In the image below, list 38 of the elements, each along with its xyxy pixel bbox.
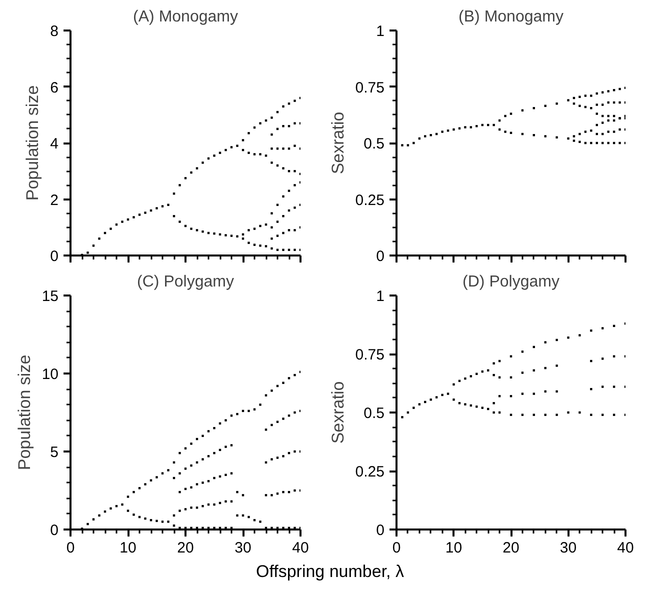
y-axis-title: Population size [23,85,42,201]
y-tick-label: 0 [376,248,384,265]
x-tick-label: 20 [502,540,520,556]
y-tick-label: 0.25 [355,464,385,480]
x-axis-title: Offspring number, λ [256,561,404,583]
chart-title: (A) Monogamy [133,8,238,26]
chart-title: (C) Polygamy [137,274,234,290]
x-tick-label: 0 [392,540,401,556]
x-tick-label: 40 [292,540,309,556]
x-tick-label: 10 [120,540,136,556]
y-tick-label: 1 [376,288,384,305]
y-tick-label: 0.5 [364,136,385,152]
y-tick-label: 1 [376,23,384,40]
y-tick-label: 10 [42,366,59,383]
y-tick-label: 15 [42,288,59,305]
chart-title: (D) Polygamy [462,274,560,290]
x-tick-label: 20 [177,540,194,556]
y-tick-label: 0.75 [355,346,385,364]
x-tick-label: 10 [445,540,462,556]
y-tick-label: 2 [50,192,58,209]
y-tick-label: 0.5 [364,405,385,422]
x-tick-label: 0 [66,540,75,556]
y-axis-title: Sexratio [328,381,348,444]
y-tick-label: 5 [50,444,58,461]
y-tick-label: 0 [50,522,58,539]
y-axis-title: Population size [14,354,34,470]
y-tick-label: 4 [50,136,58,152]
y-tick-label: 0.75 [355,79,385,96]
x-tick-label: 30 [560,540,577,556]
y-tick-label: 0 [50,248,58,265]
chart-title: (B) Monogamy [458,8,564,26]
y-tick-label: 0 [376,522,384,539]
x-tick-label: 40 [617,540,634,556]
y-tick-label: 6 [50,79,58,96]
y-axis-title: Sexratio [328,112,348,174]
y-tick-label: 0.25 [355,192,385,209]
y-tick-label: 8 [50,23,58,40]
x-tick-label: 30 [234,540,252,556]
